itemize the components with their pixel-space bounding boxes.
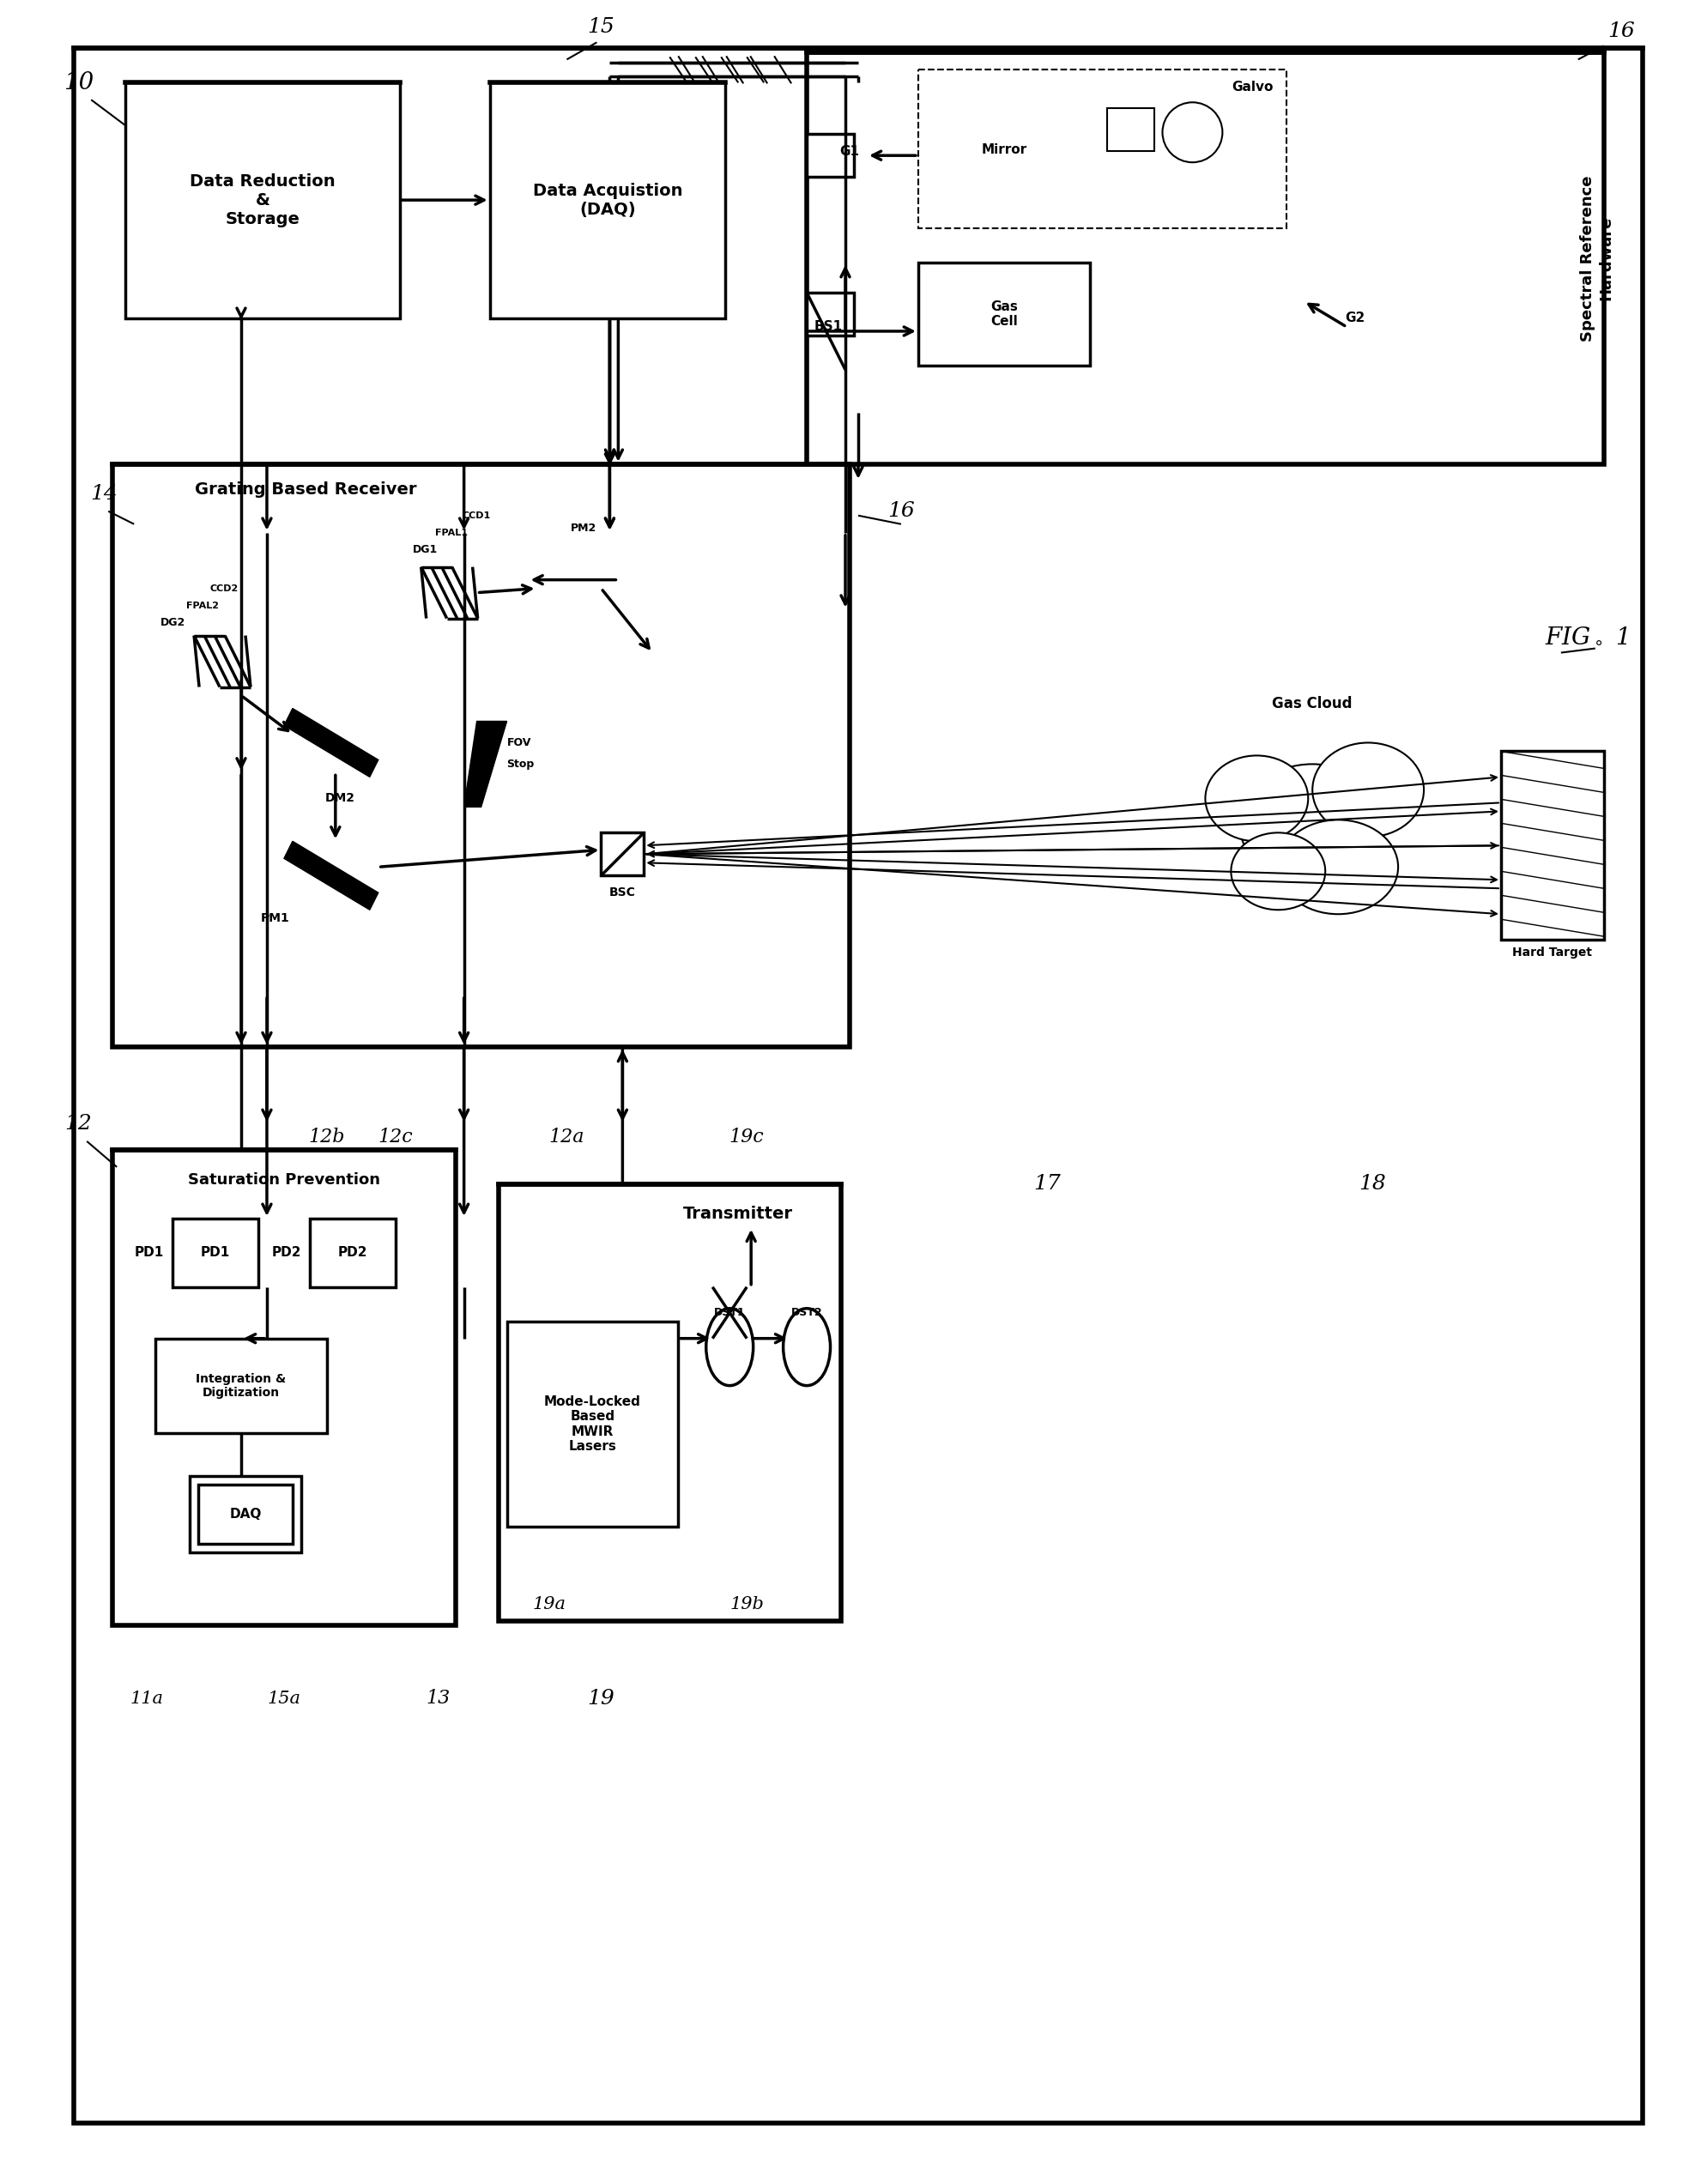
Text: G2: G2 [1345, 312, 1366, 325]
Text: Hard Target: Hard Target [1512, 946, 1592, 959]
Text: Galvo: Galvo [1232, 81, 1274, 94]
Bar [172, 1219, 259, 1286]
Bar [112, 1149, 456, 1625]
Text: 11a: 11a [131, 1690, 163, 1706]
Bar [806, 293, 854, 336]
Text: 16: 16 [888, 502, 915, 522]
Text: FOV: FOV [507, 738, 531, 749]
Text: 14: 14 [90, 485, 117, 505]
Text: PD1: PD1 [201, 1247, 230, 1260]
Text: 16: 16 [1607, 22, 1635, 41]
Text: FPAL1: FPAL1 [435, 529, 468, 537]
Bar [919, 70, 1286, 229]
Bar [806, 133, 854, 177]
Text: Spectral Reference
Hardware: Spectral Reference Hardware [1580, 175, 1614, 341]
Text: Stop: Stop [507, 758, 534, 769]
Bar [806, 52, 1604, 463]
Text: DG2: DG2 [160, 618, 185, 629]
Ellipse shape [1313, 743, 1424, 836]
Text: Gas
Cell: Gas Cell [990, 299, 1017, 328]
Text: PD1: PD1 [134, 1247, 163, 1260]
Text: Grating Based Receiver: Grating Based Receiver [194, 483, 417, 498]
Ellipse shape [1232, 832, 1325, 911]
Ellipse shape [706, 1308, 754, 1385]
Text: 19: 19 [587, 1688, 614, 1708]
Ellipse shape [1162, 103, 1223, 162]
Text: 12b: 12b [308, 1127, 345, 1147]
Ellipse shape [1240, 764, 1385, 885]
Bar [919, 262, 1090, 365]
Polygon shape [284, 841, 378, 911]
Text: Mode-Locked
Based
MWIR
Lasers: Mode-Locked Based MWIR Lasers [544, 1396, 641, 1452]
Text: Data Reduction
&
Storage: Data Reduction & Storage [191, 173, 335, 227]
Text: BSC: BSC [609, 887, 636, 898]
Text: 19a: 19a [532, 1597, 566, 1612]
Text: 12a: 12a [549, 1127, 585, 1147]
Bar [507, 1321, 679, 1527]
Text: Gas Cloud: Gas Cloud [1272, 697, 1352, 712]
Text: 18: 18 [1359, 1175, 1386, 1195]
Text: PD2: PD2 [338, 1247, 367, 1260]
Text: CCD1: CCD1 [463, 511, 492, 520]
Bar [199, 1485, 293, 1544]
Bar [600, 832, 645, 876]
Ellipse shape [1277, 819, 1398, 915]
Bar [191, 1476, 301, 1553]
Bar [310, 1219, 395, 1286]
Text: DST1: DST1 [714, 1308, 745, 1319]
Text: Integration &
Digitization: Integration & Digitization [196, 1372, 286, 1398]
Text: PM2: PM2 [572, 522, 597, 533]
Text: 10: 10 [63, 72, 94, 94]
Text: CCD2: CCD2 [209, 583, 238, 592]
Bar [112, 463, 849, 1046]
Text: Data Acquistion
(DAQ): Data Acquistion (DAQ) [532, 183, 682, 218]
Text: FIG$_\circ$ 1: FIG$_\circ$ 1 [1545, 625, 1628, 646]
Text: DG1: DG1 [413, 544, 437, 555]
Polygon shape [464, 721, 507, 806]
Polygon shape [284, 708, 378, 778]
Text: 12c: 12c [378, 1127, 413, 1147]
Text: PD2: PD2 [272, 1247, 301, 1260]
Text: 19b: 19b [730, 1597, 764, 1612]
Bar [126, 83, 400, 319]
Ellipse shape [1206, 756, 1308, 841]
Text: DST2: DST2 [791, 1308, 823, 1319]
Text: 19c: 19c [730, 1127, 764, 1147]
Text: Saturation Prevention: Saturation Prevention [187, 1173, 379, 1188]
Bar [490, 83, 725, 319]
Text: 15: 15 [587, 17, 614, 37]
Text: FPAL2: FPAL2 [187, 601, 219, 609]
Ellipse shape [782, 1308, 830, 1385]
Text: BS1: BS1 [815, 321, 842, 334]
Text: G1: G1 [840, 144, 859, 157]
Text: 17: 17 [1033, 1175, 1060, 1195]
Bar [1107, 109, 1153, 151]
Text: 15a: 15a [267, 1690, 301, 1706]
Text: 12: 12 [65, 1114, 92, 1133]
Text: DAQ: DAQ [230, 1507, 262, 1520]
Text: PM1: PM1 [260, 913, 289, 924]
Text: 13: 13 [427, 1688, 451, 1708]
Text: Transmitter: Transmitter [684, 1206, 793, 1223]
Bar [1500, 751, 1604, 939]
Text: DM2: DM2 [325, 793, 356, 804]
Bar [155, 1339, 327, 1433]
Bar [498, 1184, 840, 1621]
Text: Mirror: Mirror [981, 144, 1027, 155]
